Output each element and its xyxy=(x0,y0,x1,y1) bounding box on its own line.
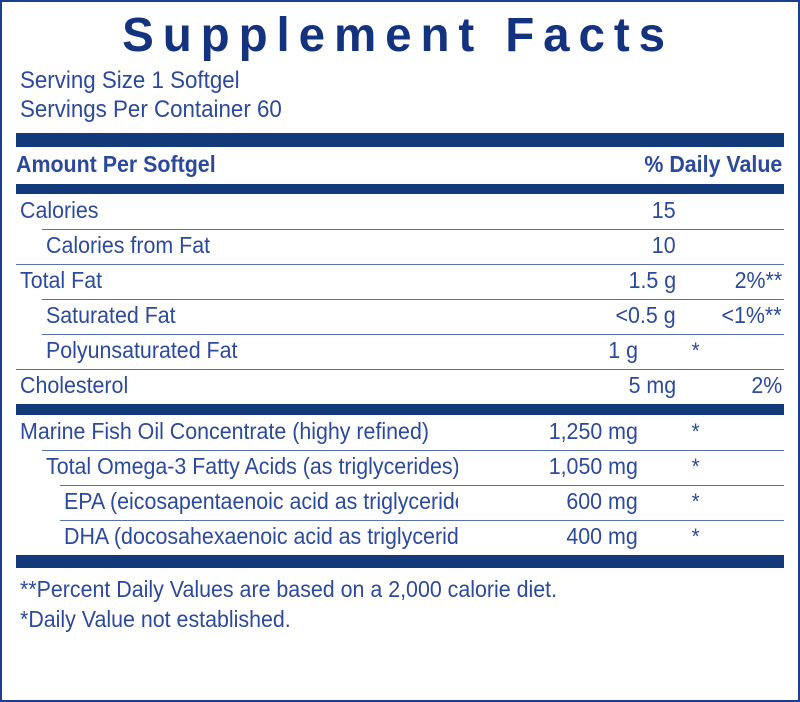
row-daily-value: 2% xyxy=(751,372,782,398)
row-amount: 1 g xyxy=(608,337,638,363)
table-row: Marine Fish Oil Concentrate (highy refin… xyxy=(16,415,784,450)
serving-size-text: Serving Size 1 Softgel xyxy=(20,67,240,94)
table-row: Calories 15 xyxy=(16,194,784,229)
divider-bar-middle xyxy=(16,404,784,415)
row-nutrient-name: Total Omega-3 Fatty Acids (as triglyceri… xyxy=(46,453,458,479)
row-daily-value xyxy=(684,197,784,224)
row-daily-value: * xyxy=(691,524,700,549)
table-header-row: Amount Per Softgel % Daily Value xyxy=(16,147,784,184)
row-nutrient-name: EPA (eicosapentaenoic acid as triglyceri… xyxy=(64,488,458,514)
row-amount: 600 mg xyxy=(566,488,638,514)
row-daily-value xyxy=(684,232,784,259)
row-nutrient-name: Cholesterol xyxy=(20,372,129,398)
row-daily-value: * xyxy=(691,454,700,479)
footnote-line: *Daily Value not established. xyxy=(20,606,291,632)
servings-per-container: Servings Per Container 60 xyxy=(20,95,731,124)
table-row: Cholesterol 5 mg 2% xyxy=(16,369,784,404)
divider-bar-bottom xyxy=(16,555,784,568)
divider-bar-header xyxy=(16,184,784,194)
row-nutrient-name: Saturated Fat xyxy=(46,302,176,328)
row-amount: <0.5 g xyxy=(615,302,676,328)
row-nutrient-name: Calories xyxy=(20,197,99,223)
row-amount: 10 xyxy=(652,232,676,258)
page-title: Supplement Facts xyxy=(122,9,674,62)
row-daily-value: <1%** xyxy=(721,302,782,328)
table-row: DHA (docosahexaenoic acid as triglycerid… xyxy=(16,520,784,555)
column-header-daily-value: % Daily Value xyxy=(644,151,782,177)
row-amount: 1,250 mg xyxy=(548,418,638,444)
footnotes: **Percent Daily Values are based on a 2,… xyxy=(14,568,786,634)
facts-table-top: Amount Per Softgel % Daily Value xyxy=(16,147,784,184)
servings-per-container-text: Servings Per Container 60 xyxy=(20,96,282,123)
row-nutrient-name: Polyunsaturated Fat xyxy=(46,337,238,363)
table-row: EPA (eicosapentaenoic acid as triglyceri… xyxy=(16,485,784,520)
table-row: Polyunsaturated Fat 1 g * xyxy=(16,334,784,369)
row-nutrient-name: Calories from Fat xyxy=(46,232,211,258)
row-daily-value: * xyxy=(691,419,700,444)
table-row: Saturated Fat <0.5 g <1%** xyxy=(16,299,784,334)
row-daily-value: * xyxy=(691,338,700,363)
table-row: Total Fat 1.5 g 2%** xyxy=(16,264,784,299)
ingredient-rows: Marine Fish Oil Concentrate (highy refin… xyxy=(16,415,784,555)
row-nutrient-name: DHA (docosahexaenoic acid as triglycerid… xyxy=(64,523,458,549)
row-amount: 15 xyxy=(652,197,676,223)
divider-bar-top xyxy=(16,133,784,147)
nutrition-rows: Calories 15 Calories from Fat 10 Total Fat 1.… xyxy=(16,194,784,404)
table-row: Total Omega-3 Fatty Acids (as triglyceri… xyxy=(16,450,784,485)
row-nutrient-name: Total Fat xyxy=(20,267,103,293)
row-amount: 1,050 mg xyxy=(548,453,638,479)
row-amount: 1.5 g xyxy=(628,267,676,293)
serving-size: Serving Size 1 Softgel xyxy=(20,66,731,95)
footnote-line: **Percent Daily Values are based on a 2,… xyxy=(20,576,558,602)
row-nutrient-name: Marine Fish Oil Concentrate (highy refin… xyxy=(20,418,429,444)
row-daily-value: 2%** xyxy=(734,267,782,293)
row-amount: 400 mg xyxy=(566,523,638,549)
serving-info: Serving Size 1 Softgel Servings Per Cont… xyxy=(14,66,786,124)
table-row: Calories from Fat 10 xyxy=(16,229,784,264)
row-amount: 5 mg xyxy=(628,372,676,398)
column-header-amount: Amount Per Softgel xyxy=(16,151,216,177)
row-daily-value: * xyxy=(691,489,700,514)
